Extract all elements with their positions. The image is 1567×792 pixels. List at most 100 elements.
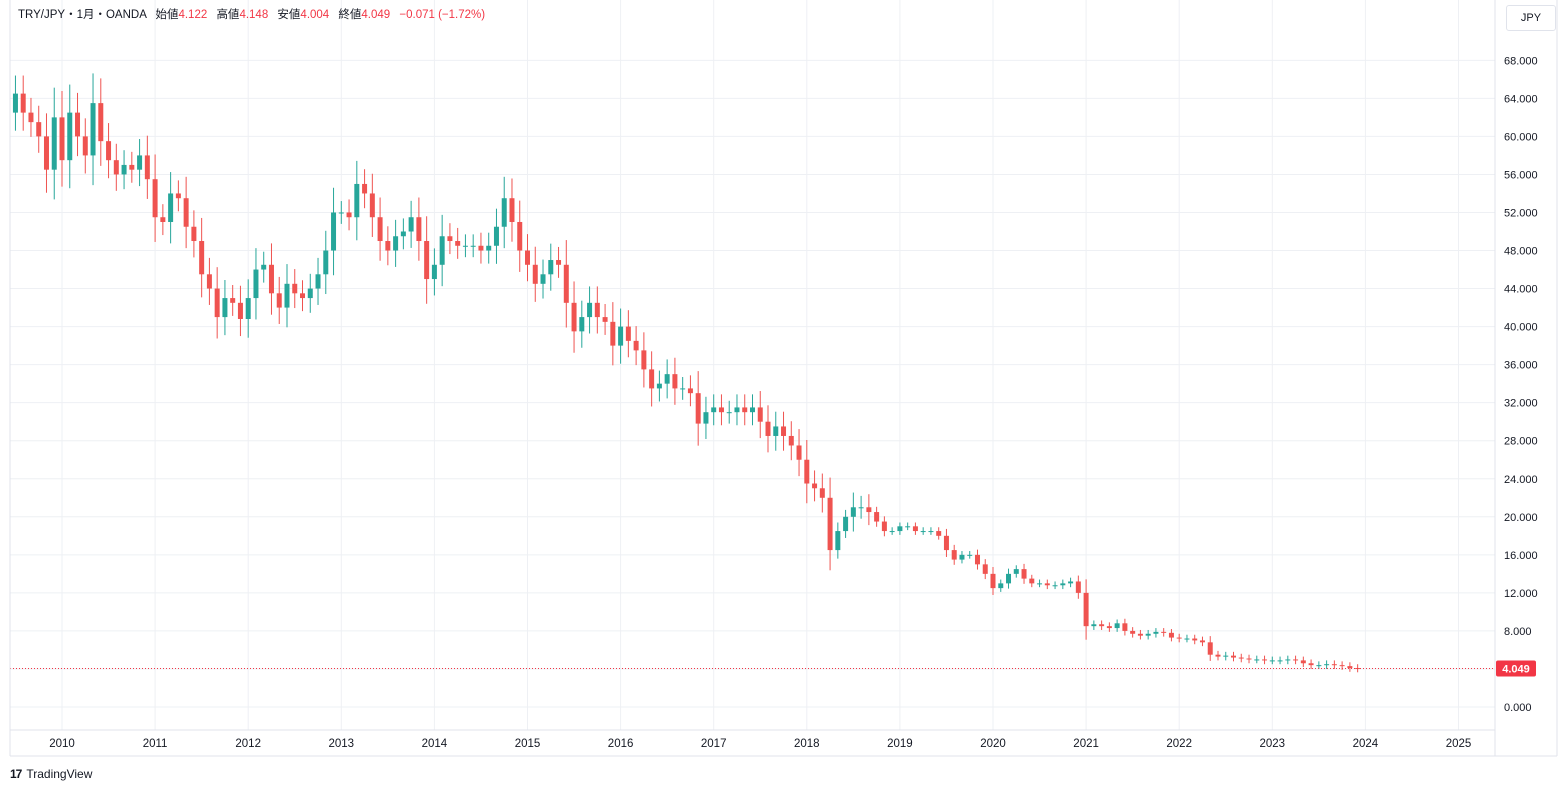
candle-up [998,583,1004,589]
candle-down [990,573,996,589]
candle-up [1091,624,1097,627]
candle-down [556,260,562,265]
price-tick-label: 60.000 [1504,131,1538,143]
candle-down [594,302,600,318]
candle-down [1168,632,1174,638]
candle-down [276,293,282,308]
candle-down [369,193,375,218]
currency-button[interactable]: JPY [1506,5,1556,31]
time-tick-label: 2019 [887,738,913,750]
candle-up [1060,583,1066,586]
symbol-legend: TRY/JPY・1月・OANDA 始値4.122 高値4.148 安値4.004… [18,6,485,24]
candle-down [1262,659,1268,661]
change-value: −0.071 (−1.72%) [399,9,486,21]
candle-down [1207,642,1213,655]
candle-down [509,198,515,222]
candle-up [493,226,499,246]
candle-up [726,412,732,414]
candle-down [82,136,88,156]
candle-up [431,264,437,280]
candle-up [967,554,973,556]
time-tick-label: 2011 [143,738,168,750]
candle-up [749,407,755,413]
candle-down [346,212,352,218]
candle-up [711,407,717,413]
candle-up [307,288,313,299]
candle-down [1075,581,1081,593]
candle-down [974,554,980,565]
last-price-tag: 4.049 [1496,660,1536,677]
candle-down [362,183,368,194]
candle-up [843,516,849,532]
candle-down [43,136,49,170]
candle-down [1099,624,1105,627]
candle-up [1145,633,1151,636]
candle-down [874,512,880,522]
candle-up [920,531,926,533]
open-value: 4.122 [178,9,208,21]
candle-up [1052,585,1058,587]
candle-up [486,245,492,251]
candle-up [680,388,686,390]
candle-up [222,298,228,318]
candle-up [137,155,143,170]
candle-down [718,407,724,413]
time-tick-label: 2025 [1446,738,1472,750]
candle-down [237,302,243,319]
candle-down [812,483,818,489]
time-tick-label: 2021 [1073,738,1099,750]
high-value: 4.148 [239,9,269,21]
candles-layer [12,73,1361,673]
candle-down [517,221,523,251]
candle-up [587,302,593,318]
last-price-label: 4.049 [1502,663,1530,675]
candle-down [951,550,957,560]
candle-down [532,264,538,284]
candle-up [354,183,360,218]
candle-up [393,236,399,251]
price-tick-label: 24.000 [1504,474,1538,486]
candle-down [129,164,135,170]
candle-up [439,236,445,265]
price-tick-label: 28.000 [1504,436,1538,448]
time-tick-label: 2016 [608,738,634,750]
candle-up [245,298,251,319]
candle-up [408,217,414,232]
candle-up [1006,573,1012,584]
candle-up [1324,664,1330,666]
candle-down [206,274,212,289]
candle-down [1083,592,1089,627]
candle-up [67,112,73,161]
time-tick-label: 2022 [1166,738,1192,750]
candle-down [796,445,802,460]
close-value: 4.049 [361,9,391,21]
candle-up [338,212,344,214]
candle-down [1215,654,1221,657]
candle-down [377,217,383,242]
symbol-title[interactable]: TRY/JPY・1月・OANDA [18,9,147,21]
price-tick-label: 32.000 [1504,398,1538,410]
candle-up [1037,583,1043,585]
candle-down [881,521,887,532]
candle-up [400,231,406,237]
candle-down [230,298,236,303]
candle-down [1192,638,1198,641]
candle-down [424,241,430,280]
candle-up [168,193,174,222]
time-tick-label: 2023 [1260,738,1286,750]
tradingview-branding[interactable]: 17 TradingView [10,766,92,782]
candle-up [703,412,709,424]
candle-down [788,435,794,446]
candle-down [1238,657,1244,659]
candle-up [1184,638,1190,640]
candle-down [455,241,461,246]
candle-down [447,236,453,242]
candle-up [1316,665,1322,667]
candle-down [649,369,655,389]
candle-down [416,217,422,242]
tradingview-logo-icon: 17 [10,767,22,781]
open-label: 始値 [155,9,179,21]
time-axis[interactable]: 2010 2011 2012 2013 2014 2015 2016 2017 2018 2019… [49,738,1471,750]
